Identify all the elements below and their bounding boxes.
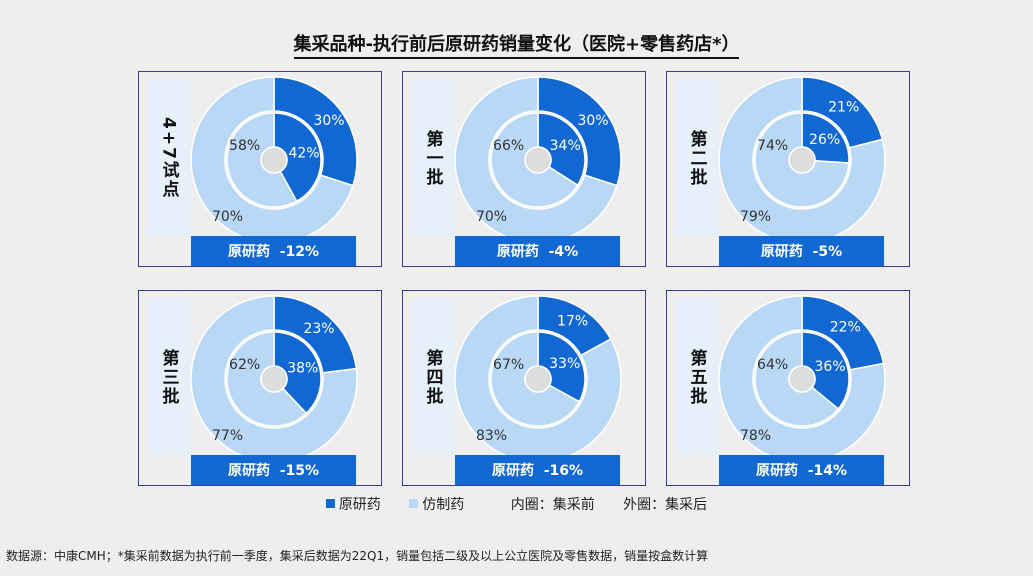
donut-panel: 4+7试点 30% 70% 42% 58% 原研药 -12% xyxy=(138,71,382,267)
chart-title: 集采品种-执行前后原研药销量变化（医院+零售药店*） xyxy=(0,30,1033,59)
inner-original-label: 38% xyxy=(287,361,318,377)
donut-center xyxy=(524,146,552,174)
batch-label-box: 4+7试点 xyxy=(147,80,191,236)
legend-inner-note: 内圈：集采前 xyxy=(510,497,595,513)
batch-label-box: 第二批 xyxy=(675,80,719,236)
inner-generic-label: 58% xyxy=(229,138,260,154)
donut-panel: 第五批 22% 78% 36% 64% 原研药 -14% xyxy=(666,290,910,486)
donut-chart: 17% 83% 33% 67% xyxy=(454,295,622,457)
legend-generic-label: 仿制药 xyxy=(422,497,465,513)
legend-outer-note: 外圈：集采后 xyxy=(623,497,708,513)
change-bar: 原研药 -15% xyxy=(191,455,356,485)
inner-generic-label: 64% xyxy=(757,357,788,373)
outer-generic-slice xyxy=(454,76,618,238)
donut-center xyxy=(788,365,816,393)
inner-original-label: 26% xyxy=(809,132,840,148)
inner-generic-label: 62% xyxy=(229,357,260,373)
donut-panel: 第三批 23% 77% 38% 62% 原研药 -15% xyxy=(138,290,382,486)
source-note: 数据源：中康CMH；*集采前数据为执行前一季度，集采后数据为22Q1，销量包括二… xyxy=(6,549,709,563)
donut-center xyxy=(524,365,552,393)
batch-label-box: 第五批 xyxy=(675,299,719,455)
donut-panel: 第一批 30% 70% 34% 66% 原研药 -4% xyxy=(402,71,646,267)
outer-generic-label: 70% xyxy=(212,209,243,225)
outer-generic-slice xyxy=(190,295,358,457)
inner-generic-label: 66% xyxy=(493,138,524,154)
outer-original-label: 23% xyxy=(303,321,334,337)
batch-label: 第一批 xyxy=(422,129,443,187)
legend: 原研药 仿制药 内圈：集采前 外圈：集采后 xyxy=(0,494,1033,514)
outer-generic-label: 78% xyxy=(740,428,771,444)
outer-original-label: 30% xyxy=(313,113,344,129)
outer-original-slice xyxy=(273,76,358,187)
inner-generic-label: 67% xyxy=(493,357,524,373)
donut-chart: 23% 77% 38% 62% xyxy=(190,295,358,457)
change-bar: 原研药 -14% xyxy=(719,455,884,485)
batch-label: 4+7试点 xyxy=(158,117,179,199)
inner-original-label: 33% xyxy=(549,356,580,372)
batch-label: 第四批 xyxy=(422,348,443,406)
outer-generic-slice xyxy=(718,295,886,457)
outer-original-label: 22% xyxy=(830,320,861,336)
change-bar: 原研药 -16% xyxy=(455,455,620,485)
change-bar: 原研药 -4% xyxy=(455,236,620,266)
outer-original-label: 30% xyxy=(577,113,608,129)
outer-original-label: 17% xyxy=(557,314,588,330)
inner-generic-label: 74% xyxy=(757,138,788,154)
batch-label: 第三批 xyxy=(158,348,179,406)
legend-original-label: 原研药 xyxy=(338,497,381,513)
legend-generic-swatch xyxy=(409,499,419,508)
change-bar: 原研药 -5% xyxy=(719,236,884,266)
donut-chart: 30% 70% 42% 58% xyxy=(190,76,358,238)
batch-label: 第五批 xyxy=(686,348,707,406)
donut-center xyxy=(788,146,816,174)
inner-original-label: 34% xyxy=(550,138,581,154)
batch-label-box: 第四批 xyxy=(411,299,455,455)
donut-chart: 22% 78% 36% 64% xyxy=(718,295,886,457)
outer-generic-slice xyxy=(190,76,354,238)
outer-generic-label: 83% xyxy=(476,428,507,444)
donut-center xyxy=(260,365,288,393)
batch-label-box: 第一批 xyxy=(411,80,455,236)
legend-original-swatch xyxy=(325,499,335,508)
inner-original-label: 42% xyxy=(288,145,319,161)
inner-original-label: 36% xyxy=(814,359,845,375)
donut-center xyxy=(260,146,288,174)
outer-original-slice xyxy=(537,76,622,187)
donut-chart: 21% 79% 26% 74% xyxy=(718,76,886,238)
legend-generic: 仿制药 xyxy=(409,494,464,514)
donut-chart: 30% 70% 34% 66% xyxy=(454,76,622,238)
outer-generic-label: 77% xyxy=(212,428,243,444)
change-bar: 原研药 -12% xyxy=(191,236,356,266)
outer-generic-label: 79% xyxy=(740,209,771,225)
batch-label: 第二批 xyxy=(686,129,707,187)
batch-label-box: 第三批 xyxy=(147,299,191,455)
donut-panel: 第二批 21% 79% 26% 74% 原研药 -5% xyxy=(666,71,910,267)
donut-panel: 第四批 17% 83% 33% 67% 原研药 -16% xyxy=(402,290,646,486)
chart-title-text: 集采品种-执行前后原研药销量变化（医院+零售药店*） xyxy=(293,34,740,59)
outer-generic-label: 70% xyxy=(476,209,507,225)
outer-original-label: 21% xyxy=(828,99,859,115)
legend-original: 原研药 xyxy=(325,494,381,514)
outer-generic-slice xyxy=(454,295,622,457)
